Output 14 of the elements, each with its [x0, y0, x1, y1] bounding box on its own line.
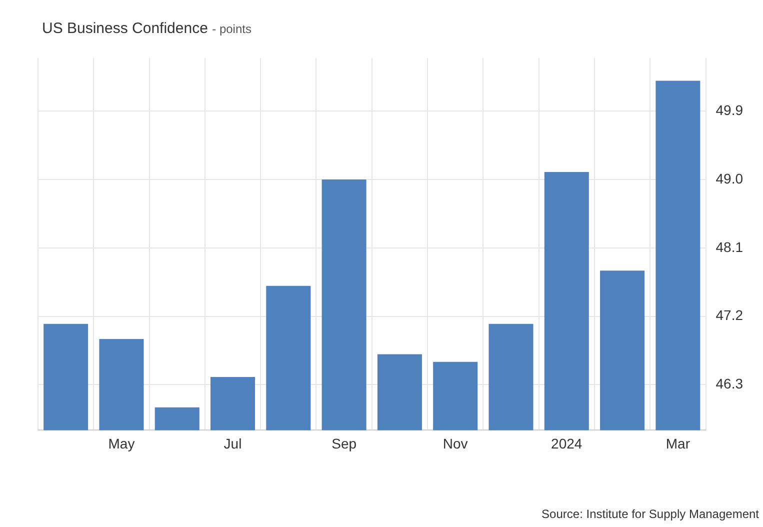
y-tick-label: 46.3: [716, 375, 744, 392]
y-tick-label: 49.0: [716, 170, 744, 186]
source-note: Source: Institute for Supply Management: [542, 507, 759, 521]
y-tick-label: 48.1: [716, 238, 744, 255]
x-tick-label: Jul: [224, 435, 242, 452]
x-tick-label: Nov: [442, 435, 468, 452]
x-tick-label: Sep: [332, 435, 357, 452]
chart-title: US Business Confidence: [42, 20, 208, 37]
x-tick-label: Mar: [666, 435, 690, 452]
y-tick-label: 49.9: [716, 102, 744, 118]
chart-subtitle: - points: [212, 22, 252, 36]
x-tick-label: May: [108, 435, 135, 452]
y-tick-label: 47.2: [716, 307, 744, 324]
x-tick-label: 2024: [551, 435, 582, 452]
